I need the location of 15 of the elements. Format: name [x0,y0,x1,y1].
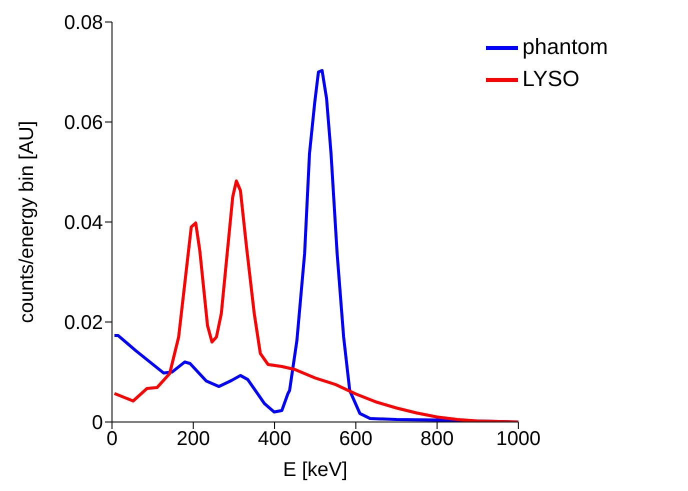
y-tick-label: 0.06 [64,112,103,134]
x-tick-label: 400 [258,428,292,450]
x-tick-label: 200 [176,428,210,450]
x-tick-label: 600 [339,428,373,450]
x-tick-label: 0 [106,428,118,450]
y-tick-label: 0.04 [64,212,103,234]
x-tick-label: 800 [420,428,454,450]
legend-label: LYSO [522,66,580,91]
x-axis-title: E [keV] [282,459,348,481]
legend-label: phantom [522,34,608,59]
y-tick-label: 0.08 [64,12,103,34]
y-tick-label: 0.02 [64,312,103,334]
y-tick-label: 0 [92,412,103,434]
x-tick-label: 1000 [496,428,541,450]
y-axis-title: counts/energy bin [AU] [16,120,38,324]
